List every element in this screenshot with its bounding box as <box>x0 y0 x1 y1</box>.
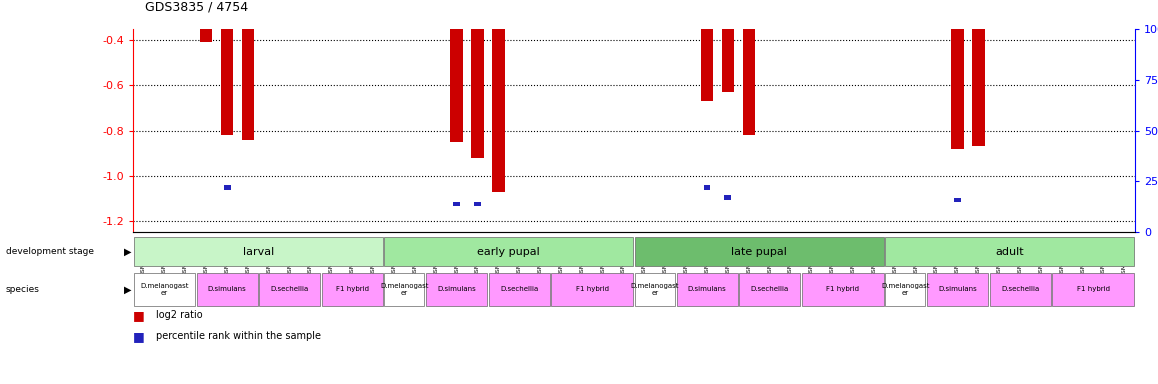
Text: ▶: ▶ <box>124 247 131 257</box>
Text: D.sechellia: D.sechellia <box>500 286 538 292</box>
Bar <box>676 273 738 306</box>
Bar <box>384 273 425 306</box>
Bar <box>551 273 633 306</box>
Bar <box>990 273 1050 306</box>
Bar <box>492 29 505 192</box>
Bar <box>635 273 675 306</box>
Bar <box>200 29 212 42</box>
Text: ■: ■ <box>133 330 149 343</box>
Bar <box>951 29 963 149</box>
Text: adult: adult <box>996 247 1024 257</box>
Text: late pupal: late pupal <box>731 247 787 257</box>
Bar <box>259 273 320 306</box>
Text: percentile rank within the sample: percentile rank within the sample <box>156 331 321 341</box>
Text: F1 hybrid: F1 hybrid <box>826 286 859 292</box>
Bar <box>474 202 481 206</box>
Text: GDS3835 / 4754: GDS3835 / 4754 <box>145 0 248 13</box>
Bar <box>242 29 255 140</box>
Bar <box>725 195 732 200</box>
Text: F1 hybrid: F1 hybrid <box>576 286 609 292</box>
Bar <box>701 29 713 101</box>
Bar <box>928 273 988 306</box>
Bar <box>721 29 734 92</box>
Text: ▶: ▶ <box>124 284 131 295</box>
Text: early pupal: early pupal <box>477 247 540 257</box>
Text: D.simulans: D.simulans <box>207 286 247 292</box>
Text: ■: ■ <box>133 309 149 322</box>
Text: D.melanogast
er: D.melanogast er <box>140 283 189 296</box>
Bar <box>1053 273 1134 306</box>
Bar <box>197 273 257 306</box>
Bar <box>322 273 383 306</box>
Bar <box>450 29 463 142</box>
Bar <box>801 273 884 306</box>
Bar <box>489 273 550 306</box>
Bar <box>885 237 1134 266</box>
Text: F1 hybrid: F1 hybrid <box>336 286 368 292</box>
Text: D.melanogast
er: D.melanogast er <box>631 283 679 296</box>
Bar <box>885 273 925 306</box>
Text: D.melanogast
er: D.melanogast er <box>881 283 930 296</box>
Text: larval: larval <box>243 247 274 257</box>
Text: D.simulans: D.simulans <box>688 286 726 292</box>
Text: development stage: development stage <box>6 247 94 256</box>
Bar <box>221 29 233 135</box>
Bar <box>453 202 460 206</box>
Text: log2 ratio: log2 ratio <box>156 310 203 320</box>
Text: D.melanogast
er: D.melanogast er <box>380 283 428 296</box>
Bar <box>426 273 488 306</box>
Bar <box>134 273 195 306</box>
Bar <box>471 29 484 158</box>
Bar <box>742 29 755 135</box>
Bar <box>704 185 711 190</box>
Bar <box>134 237 383 266</box>
Text: F1 hybrid: F1 hybrid <box>1077 286 1109 292</box>
Text: D.sechellia: D.sechellia <box>750 286 789 292</box>
Text: D.sechellia: D.sechellia <box>1001 286 1039 292</box>
Bar <box>954 197 961 202</box>
Bar <box>223 185 230 190</box>
Text: D.sechellia: D.sechellia <box>271 286 309 292</box>
Bar <box>384 237 633 266</box>
Bar <box>739 273 800 306</box>
Bar <box>635 237 884 266</box>
Text: D.simulans: D.simulans <box>438 286 476 292</box>
Bar <box>972 29 984 146</box>
Text: species: species <box>6 285 39 294</box>
Text: D.simulans: D.simulans <box>938 286 977 292</box>
